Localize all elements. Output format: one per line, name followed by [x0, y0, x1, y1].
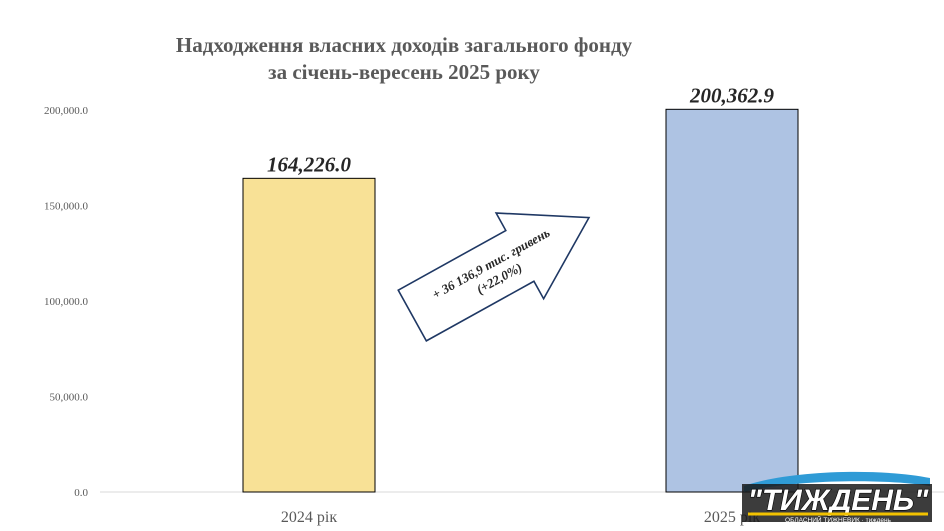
logo-backdrop	[742, 484, 932, 522]
value-label-2: 200,362.9	[689, 83, 775, 107]
logo-sub-text: ОБЛАСНИЙ ТИЖНЕВИК · тиждень	[785, 515, 892, 524]
growth-arrow-icon	[397, 212, 591, 342]
chart-title: Надходження власних доходів загального ф…	[176, 33, 633, 84]
tyzhden-logo: "ТИЖДЕНЬ" ОБЛАСНИЙ ТИЖНЕВИК · тиждень	[742, 471, 932, 524]
y-tick-label: 150,000.0	[44, 201, 89, 213]
logo-swoosh-icon	[744, 471, 930, 492]
chart-title-line-1: Надходження власних доходів загального ф…	[176, 33, 633, 57]
y-tick-label: 100,000.0	[44, 296, 89, 308]
y-axis: 0.0 50,000.0 100,000.0 150,000.0 200,000.0	[44, 105, 89, 499]
y-tick-label: 200,000.0	[44, 105, 89, 117]
growth-arrow-annotation: + 36 136,9 тис. гривень (+22,0%)	[397, 212, 591, 342]
category-labels-group: 2024 рік 2025 рік	[281, 509, 760, 526]
bar-1	[242, 177, 376, 493]
value-label-1: 164,226.0	[267, 152, 352, 176]
logo-main-text: "ТИЖДЕНЬ"	[748, 484, 930, 517]
category-label-1: 2024 рік	[281, 509, 337, 526]
value-labels-group: 164,226.0 200,362.9	[267, 83, 775, 176]
y-tick-label: 50,000.0	[50, 392, 89, 404]
bars-group	[242, 108, 799, 493]
chart-title-line-2: за січень-вересень 2025 року	[268, 60, 540, 84]
y-tick-label: 0.0	[74, 487, 88, 499]
bar-2	[665, 108, 799, 493]
